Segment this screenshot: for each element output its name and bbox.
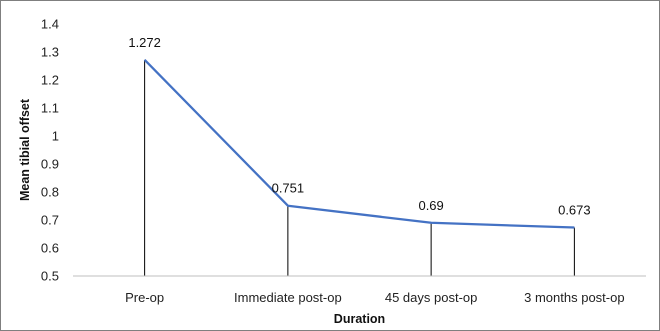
x-axis-title: Duration (334, 312, 385, 326)
y-tick-label: 0.7 (41, 213, 59, 228)
y-tick-label: 0.5 (41, 269, 59, 284)
y-tick-label: 1 (52, 129, 59, 144)
y-tick-label: 1.3 (41, 45, 59, 60)
y-tick-label: 0.9 (41, 157, 59, 172)
y-tick-label: 1.2 (41, 73, 59, 88)
series-line (143, 59, 575, 229)
x-tick-label: Immediate post-op (234, 290, 342, 305)
data-labels: 1.272 0.751 0.69 0.673 (128, 35, 590, 218)
data-label: 0.69 (418, 198, 443, 213)
y-axis-title: Mean tibial offset (18, 98, 32, 201)
x-tick-labels: Pre-op Immediate post-op 45 days post-op 3 … (125, 290, 624, 305)
data-label: 1.272 (128, 35, 161, 50)
data-label: 0.673 (558, 203, 591, 218)
y-tick-label: 1.1 (41, 101, 59, 116)
x-tick-label: 45 days post-op (385, 290, 478, 305)
data-label: 0.751 (272, 181, 305, 196)
y-tick-label: 1.4 (41, 17, 59, 32)
y-tick-label: 0.6 (41, 241, 59, 256)
drop-lines (144, 59, 575, 276)
y-tick-labels: 0.5 0.6 0.7 0.8 0.9 1 1.1 1.2 1.3 1.4 (41, 17, 59, 284)
x-tick-label: 3 months post-op (524, 290, 624, 305)
x-tick-label: Pre-op (125, 290, 164, 305)
y-tick-label: 0.8 (41, 185, 59, 200)
